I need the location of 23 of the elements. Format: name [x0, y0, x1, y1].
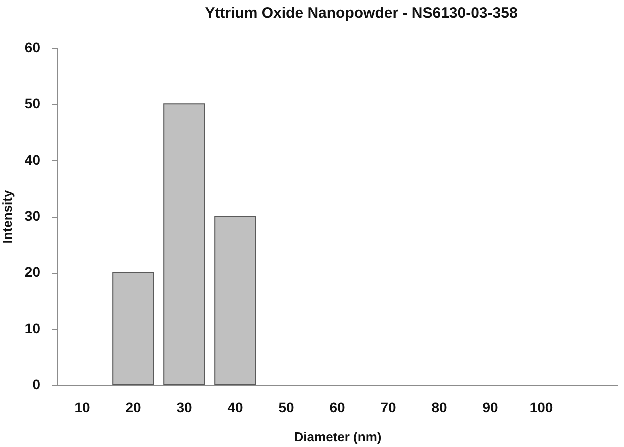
x-tick-label: 50: [278, 400, 294, 416]
x-tick-label: 10: [74, 400, 90, 416]
x-tick-label: 80: [432, 400, 448, 416]
bar: [164, 104, 206, 386]
y-tick-label: 20: [24, 264, 41, 280]
x-tick-label: 60: [330, 400, 346, 416]
x-tick-label: 90: [482, 400, 498, 416]
chart-title: Yttrium Oxide Nanopowder - NS6130-03-358: [205, 5, 518, 22]
x-tick-label: 40: [228, 400, 244, 416]
y-tick-label: 0: [32, 376, 41, 392]
x-tick-label: 20: [126, 400, 142, 416]
x-tick-label: 70: [380, 400, 396, 416]
y-axis-title: Intensity: [0, 190, 15, 244]
bar: [214, 216, 256, 386]
y-tick-label: 10: [24, 320, 41, 336]
x-axis-title: Diameter (nm): [294, 430, 382, 444]
y-tick-label: 50: [24, 96, 41, 112]
x-tick-label: 30: [176, 400, 192, 416]
y-tick-label: 30: [24, 208, 41, 224]
x-tick-label: 100: [530, 400, 554, 416]
y-tick-label: 40: [24, 152, 41, 168]
y-tick-label: 60: [24, 40, 41, 56]
bar: [112, 272, 154, 386]
